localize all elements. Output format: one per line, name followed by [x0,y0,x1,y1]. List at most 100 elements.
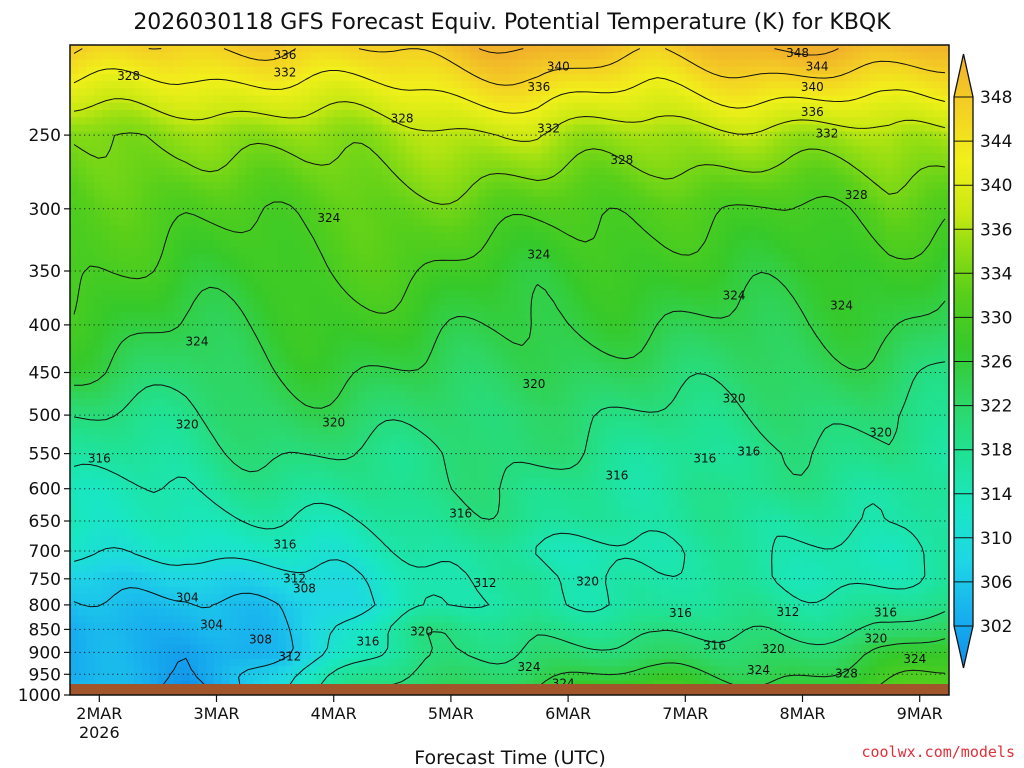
heatmap-cell [221,290,231,299]
heatmap-cell [149,333,159,342]
heatmap-cell [685,88,694,97]
heatmap-cell [237,59,247,68]
heatmap-cell [237,153,247,162]
heatmap-cell [149,117,159,126]
heatmap-cell [357,117,367,126]
heatmap-cell [541,254,551,263]
heatmap-cell [269,196,279,205]
heatmap-cell [461,268,471,277]
heatmap-cell [773,189,782,198]
heatmap-cell [749,240,758,248]
heatmap-cell [549,232,559,241]
heatmap-cell [117,146,127,154]
heatmap-cell [229,225,239,234]
heatmap-cell [70,326,79,335]
heatmap-cell [117,297,127,306]
heatmap-cell [373,102,383,111]
heatmap-cell [573,240,583,248]
heatmap-cell [637,175,646,183]
heatmap-cell [909,261,918,270]
heatmap-cell [597,110,606,118]
heatmap-cell [837,189,846,198]
heatmap-cell [317,146,327,154]
heatmap-cell [637,182,646,191]
heatmap-cell [869,283,878,292]
heatmap-cell [301,362,311,371]
heatmap-cell [853,254,862,263]
heatmap-cell [437,247,447,256]
heatmap-cell [885,153,894,162]
heatmap-cell [245,276,255,284]
heatmap-cell [501,326,511,335]
heatmap-cell [501,312,511,321]
heatmap-cell [213,160,223,169]
heatmap-cell [397,218,407,227]
heatmap-cell [341,146,351,154]
heatmap-cell [117,312,127,321]
heatmap-cell [581,261,591,270]
heatmap-cell [493,261,503,270]
heatmap-cell [205,341,215,349]
heatmap-cell [357,73,367,82]
heatmap-cell [541,138,551,147]
heatmap-cell [597,182,606,191]
heatmap-cell [541,247,551,256]
heatmap-cell [901,254,910,263]
heatmap-cell [373,88,383,97]
heatmap-cell [85,81,95,89]
heatmap-cell [285,66,295,75]
heatmap-cell [885,276,894,284]
heatmap-cell [197,290,207,299]
heatmap-cell [269,276,279,284]
heatmap-cell [901,319,910,328]
heatmap-cell [589,254,598,263]
heatmap-cell [141,203,151,212]
heatmap-cell [901,297,910,306]
heatmap-cell [845,268,854,277]
heatmap-cell [829,341,838,349]
heatmap-cell [165,218,175,227]
heatmap-cell [733,211,742,219]
heatmap-cell [445,305,455,313]
heatmap-cell [109,153,119,162]
heatmap-cell [517,348,527,357]
heatmap-cell [253,117,263,126]
heatmap-cell [933,131,942,140]
heatmap-cell [557,59,567,68]
heatmap-cell [893,45,902,53]
heatmap-cell [117,153,127,162]
heatmap-cell [221,167,231,176]
heatmap-cell [413,290,423,299]
heatmap-cell [869,232,878,241]
heatmap-cell [469,153,479,162]
heatmap-cell [341,66,351,75]
heatmap-cell [461,160,471,169]
heatmap-cell [645,102,654,111]
heatmap-cell [677,189,686,198]
heatmap-cell [805,290,814,299]
heatmap-cell [157,211,167,219]
heatmap-cell [549,95,559,104]
heatmap-cell [717,131,726,140]
heatmap-cell [693,124,702,133]
heatmap-cell [589,297,598,306]
heatmap-cell [733,362,742,371]
heatmap-cell [261,348,271,357]
heatmap-cell [429,290,439,299]
heatmap-cell [109,45,119,53]
heatmap-cell [709,283,718,292]
heatmap-cell [797,59,806,68]
heatmap-cell [741,261,750,270]
heatmap-cell [445,203,455,212]
heatmap-cell [109,124,119,133]
heatmap-cell [613,146,622,154]
heatmap-cell [269,268,279,277]
heatmap-cell [397,81,407,89]
heatmap-cell [125,167,135,176]
heatmap-cell [437,232,447,241]
heatmap-cell [573,341,583,349]
heatmap-cell [533,182,543,191]
heatmap-cell [517,146,527,154]
heatmap-cell [397,276,407,284]
heatmap-cell [357,167,367,176]
